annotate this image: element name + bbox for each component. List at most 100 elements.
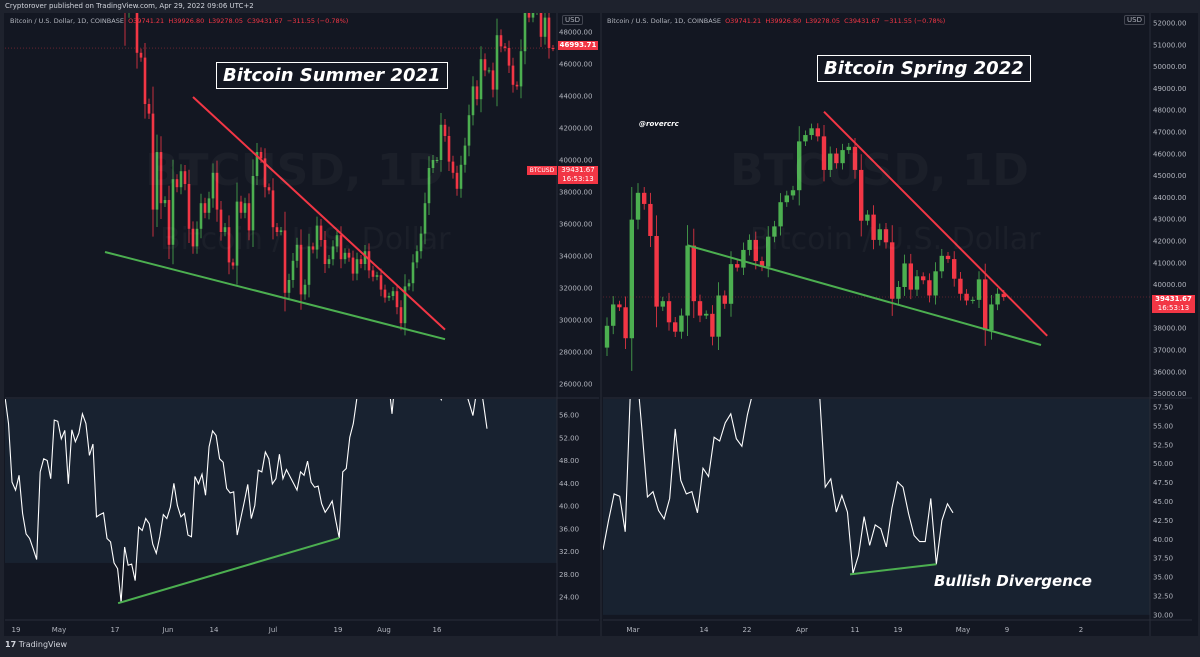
- candle: [315, 216, 319, 259]
- candle: [407, 279, 411, 291]
- candle: [455, 165, 459, 196]
- candle-body: [710, 313, 715, 337]
- candle: [363, 245, 367, 271]
- red-trendline: [823, 111, 1048, 337]
- candle-body: [865, 214, 870, 221]
- candle-body: [883, 229, 889, 243]
- candle-body: [927, 280, 932, 296]
- candle: [183, 165, 187, 191]
- rsi-tick-label: 40.00: [1153, 536, 1173, 544]
- candle-body: [407, 283, 411, 287]
- candle: [291, 253, 295, 288]
- candle: [319, 219, 323, 247]
- candle-body: [809, 128, 814, 136]
- candle-body: [784, 195, 789, 203]
- candle: [391, 287, 395, 301]
- candle: [335, 229, 339, 253]
- rsi-tick-label: 42.50: [1153, 517, 1173, 525]
- candle: [267, 183, 271, 195]
- candle-body: [291, 260, 295, 280]
- candle: [970, 296, 975, 304]
- price-tick-label: 35000.00: [1153, 390, 1186, 398]
- price-tick-label: 46000.00: [1153, 150, 1186, 158]
- price-tick-label: 48000.00: [1153, 107, 1186, 115]
- candle-body: [846, 146, 851, 151]
- candle-body: [255, 152, 259, 176]
- candle: [803, 130, 808, 146]
- left-last-price-tag: 46993.71: [558, 41, 598, 50]
- candle-body: [499, 35, 503, 47]
- candle-body: [821, 136, 827, 170]
- tradingview-logo[interactable]: 17 TradingView: [5, 640, 67, 649]
- candle-body: [124, 0, 127, 13]
- candle: [883, 222, 889, 249]
- candle: [722, 290, 727, 309]
- right-currency-button[interactable]: USD: [1124, 15, 1145, 25]
- rsi-tick-label: 47.50: [1153, 479, 1173, 487]
- candle-body: [515, 84, 519, 87]
- candle: [527, 13, 531, 23]
- candle: [395, 284, 399, 315]
- candle-body: [604, 325, 610, 348]
- date-tick-label: 14: [210, 626, 219, 634]
- candle-body: [790, 190, 796, 196]
- left-symbol-tag: BTCUSD: [527, 166, 557, 175]
- left-price-tag: 39431.67 16:53:13: [558, 166, 598, 184]
- date-tick-label: Mar: [626, 626, 639, 634]
- right-price-tag: 39431.67 16:53:13: [1152, 295, 1195, 313]
- candle-body: [958, 278, 963, 294]
- candle-body: [617, 304, 622, 308]
- candle: [735, 260, 740, 272]
- candle-body: [431, 160, 435, 168]
- date-tick-label: Jul: [268, 626, 278, 634]
- candle: [471, 76, 475, 126]
- ohlc-change: −311.55 (−0.78%): [883, 17, 946, 25]
- left-currency-button[interactable]: USD: [562, 15, 583, 25]
- candle-body: [271, 190, 275, 228]
- candle-body: [487, 70, 491, 72]
- candle-body: [443, 124, 447, 136]
- candle: [543, 13, 547, 45]
- candle: [479, 46, 483, 113]
- candle-body: [704, 313, 709, 316]
- price-tick-label: 30000.00: [559, 317, 592, 325]
- candle-body: [375, 275, 379, 277]
- candle-body: [399, 307, 403, 324]
- price-tick-label: 38000.00: [1153, 325, 1186, 333]
- candle: [347, 248, 351, 262]
- ohlc-change: −311.55 (−0.78%): [286, 17, 349, 25]
- candle: [952, 251, 957, 287]
- candle-body: [323, 240, 327, 264]
- candle-body: [355, 259, 359, 274]
- candle-body: [933, 271, 938, 296]
- candle: [617, 300, 622, 311]
- candle: [323, 231, 327, 273]
- candle-body: [543, 17, 547, 37]
- symbol-name: Bitcoin / U.S. Dollar, 1D, COINBASE: [607, 17, 721, 25]
- candle: [215, 160, 219, 222]
- candle-body: [159, 152, 163, 204]
- candle-body: [391, 291, 395, 296]
- candle-body: [519, 51, 523, 87]
- candle-body: [945, 255, 951, 260]
- candle-body: [263, 158, 267, 188]
- candle: [475, 80, 479, 106]
- candle: [379, 268, 383, 297]
- candle-body: [722, 295, 727, 304]
- candle-body: [447, 136, 451, 162]
- candle-body: [387, 296, 391, 298]
- candle: [143, 43, 147, 119]
- ohlc-low: L39278.05: [208, 17, 244, 25]
- rsi-tick-label: 50.00: [1153, 460, 1173, 468]
- candle-body: [415, 251, 419, 263]
- candle: [679, 308, 684, 339]
- candle-body: [243, 203, 247, 213]
- candle: [299, 229, 303, 310]
- candle-body: [439, 124, 443, 160]
- candle-body: [495, 35, 499, 90]
- candle: [331, 240, 335, 266]
- candle-body: [475, 86, 479, 100]
- candle: [251, 159, 255, 247]
- candle-body: [223, 227, 227, 232]
